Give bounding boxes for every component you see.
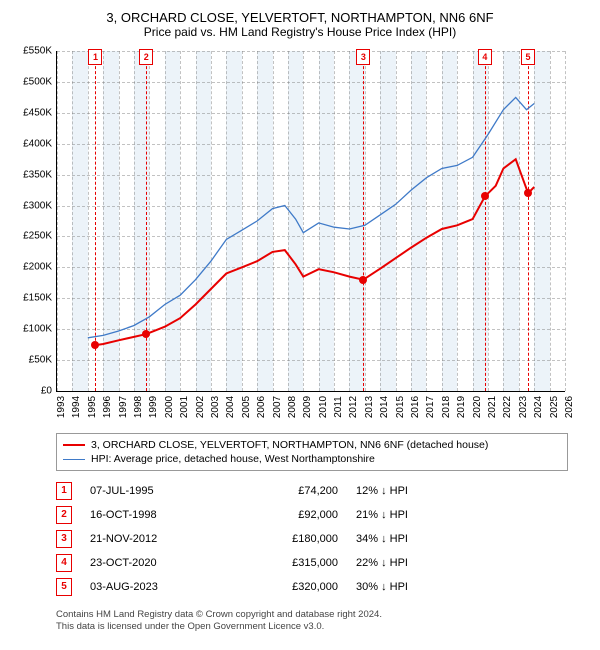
page-subtitle: Price paid vs. HM Land Registry's House … (10, 25, 590, 39)
sale-price: £92,000 (238, 509, 338, 521)
table-row: 4 23-OCT-2020 £315,000 22% ↓ HPI (56, 551, 562, 575)
x-axis-label: 2016 (410, 396, 421, 418)
sale-date: 16-OCT-1998 (90, 509, 220, 521)
hpi-line (88, 97, 534, 337)
x-axis-label: 2008 (287, 396, 298, 418)
legend-label-property: 3, ORCHARD CLOSE, YELVERTOFT, NORTHAMPTO… (91, 439, 488, 451)
sale-index: 5 (56, 578, 72, 596)
y-axis-label: £500K (8, 76, 52, 87)
chart-lines (57, 51, 565, 391)
y-axis-label: £50K (8, 355, 52, 366)
y-axis-label: £450K (8, 107, 52, 118)
x-axis-label: 1996 (102, 396, 113, 418)
y-axis-label: £200K (8, 262, 52, 273)
gridline-v (565, 51, 566, 391)
y-axis-label: £400K (8, 138, 52, 149)
sale-date: 07-JUL-1995 (90, 485, 220, 497)
legend-box: 3, ORCHARD CLOSE, YELVERTOFT, NORTHAMPTO… (56, 433, 568, 471)
x-axis-label: 1994 (71, 396, 82, 418)
sale-diff: 34% ↓ HPI (356, 533, 562, 545)
sale-price: £74,200 (238, 485, 338, 497)
sale-price: £180,000 (238, 533, 338, 545)
x-axis-label: 1995 (87, 396, 98, 418)
sale-index: 2 (56, 506, 72, 524)
x-axis-label: 2006 (256, 396, 267, 418)
y-axis-label: £350K (8, 169, 52, 180)
x-axis-label: 2011 (333, 396, 344, 418)
table-row: 3 21-NOV-2012 £180,000 34% ↓ HPI (56, 527, 562, 551)
x-axis-label: 2004 (225, 396, 236, 418)
y-axis-label: £250K (8, 231, 52, 242)
y-axis-label: £300K (8, 200, 52, 211)
x-axis-label: 2021 (487, 396, 498, 418)
price-chart: 12345 £0£50K£100K£150K£200K£250K£300K£35… (10, 47, 570, 427)
x-axis-label: 2019 (456, 396, 467, 418)
sales-table: 1 07-JUL-1995 £74,200 12% ↓ HPI 2 16-OCT-1998… (56, 479, 562, 599)
y-axis-label: £0 (8, 386, 52, 397)
table-row: 2 16-OCT-1998 £92,000 21% ↓ HPI (56, 503, 562, 527)
x-axis-label: 2023 (518, 396, 529, 418)
sale-price: £320,000 (238, 581, 338, 593)
x-axis-label: 2000 (164, 396, 175, 418)
x-axis-label: 1993 (56, 396, 67, 418)
table-row: 5 03-AUG-2023 £320,000 30% ↓ HPI (56, 575, 562, 599)
x-axis-label: 2003 (210, 396, 221, 418)
x-axis-label: 1997 (118, 396, 129, 418)
sale-diff: 12% ↓ HPI (356, 485, 562, 497)
footer-line2: This data is licensed under the Open Gov… (56, 621, 590, 633)
x-axis-label: 2009 (302, 396, 313, 418)
legend-label-hpi: HPI: Average price, detached house, West… (91, 453, 375, 465)
x-axis-label: 2014 (379, 396, 390, 418)
y-axis-label: £150K (8, 293, 52, 304)
x-axis-label: 2001 (179, 396, 190, 418)
x-axis-label: 2002 (195, 396, 206, 418)
x-axis-label: 2013 (364, 396, 375, 418)
x-axis-label: 2005 (241, 396, 252, 418)
x-axis-label: 2026 (564, 396, 575, 418)
x-axis-label: 2018 (441, 396, 452, 418)
x-axis-label: 2015 (395, 396, 406, 418)
sale-index: 1 (56, 482, 72, 500)
legend-swatch-property (63, 444, 85, 446)
x-axis-label: 2012 (348, 396, 359, 418)
footer-line1: Contains HM Land Registry data © Crown c… (56, 609, 590, 621)
sale-date: 03-AUG-2023 (90, 581, 220, 593)
y-axis-label: £550K (8, 46, 52, 57)
x-axis-label: 2020 (472, 396, 483, 418)
sale-price: £315,000 (238, 557, 338, 569)
y-axis-label: £100K (8, 324, 52, 335)
sale-diff: 22% ↓ HPI (356, 557, 562, 569)
legend-item-property: 3, ORCHARD CLOSE, YELVERTOFT, NORTHAMPTO… (63, 438, 561, 452)
sale-date: 21-NOV-2012 (90, 533, 220, 545)
footer-attribution: Contains HM Land Registry data © Crown c… (56, 609, 590, 634)
x-axis-label: 2024 (533, 396, 544, 418)
x-axis-label: 2025 (549, 396, 560, 418)
x-axis-label: 2007 (272, 396, 283, 418)
sale-index: 4 (56, 554, 72, 572)
sale-diff: 21% ↓ HPI (356, 509, 562, 521)
x-axis-label: 1998 (133, 396, 144, 418)
x-axis-label: 2022 (502, 396, 513, 418)
legend-swatch-hpi (63, 459, 85, 460)
sale-index: 3 (56, 530, 72, 548)
table-row: 1 07-JUL-1995 £74,200 12% ↓ HPI (56, 479, 562, 503)
sale-diff: 30% ↓ HPI (356, 581, 562, 593)
x-axis-label: 1999 (148, 396, 159, 418)
page-title-address: 3, ORCHARD CLOSE, YELVERTOFT, NORTHAMPTO… (10, 10, 590, 25)
legend-item-hpi: HPI: Average price, detached house, West… (63, 452, 561, 466)
sale-date: 23-OCT-2020 (90, 557, 220, 569)
x-axis-label: 2010 (318, 396, 329, 418)
x-axis-label: 2017 (425, 396, 436, 418)
property-line (96, 159, 535, 345)
